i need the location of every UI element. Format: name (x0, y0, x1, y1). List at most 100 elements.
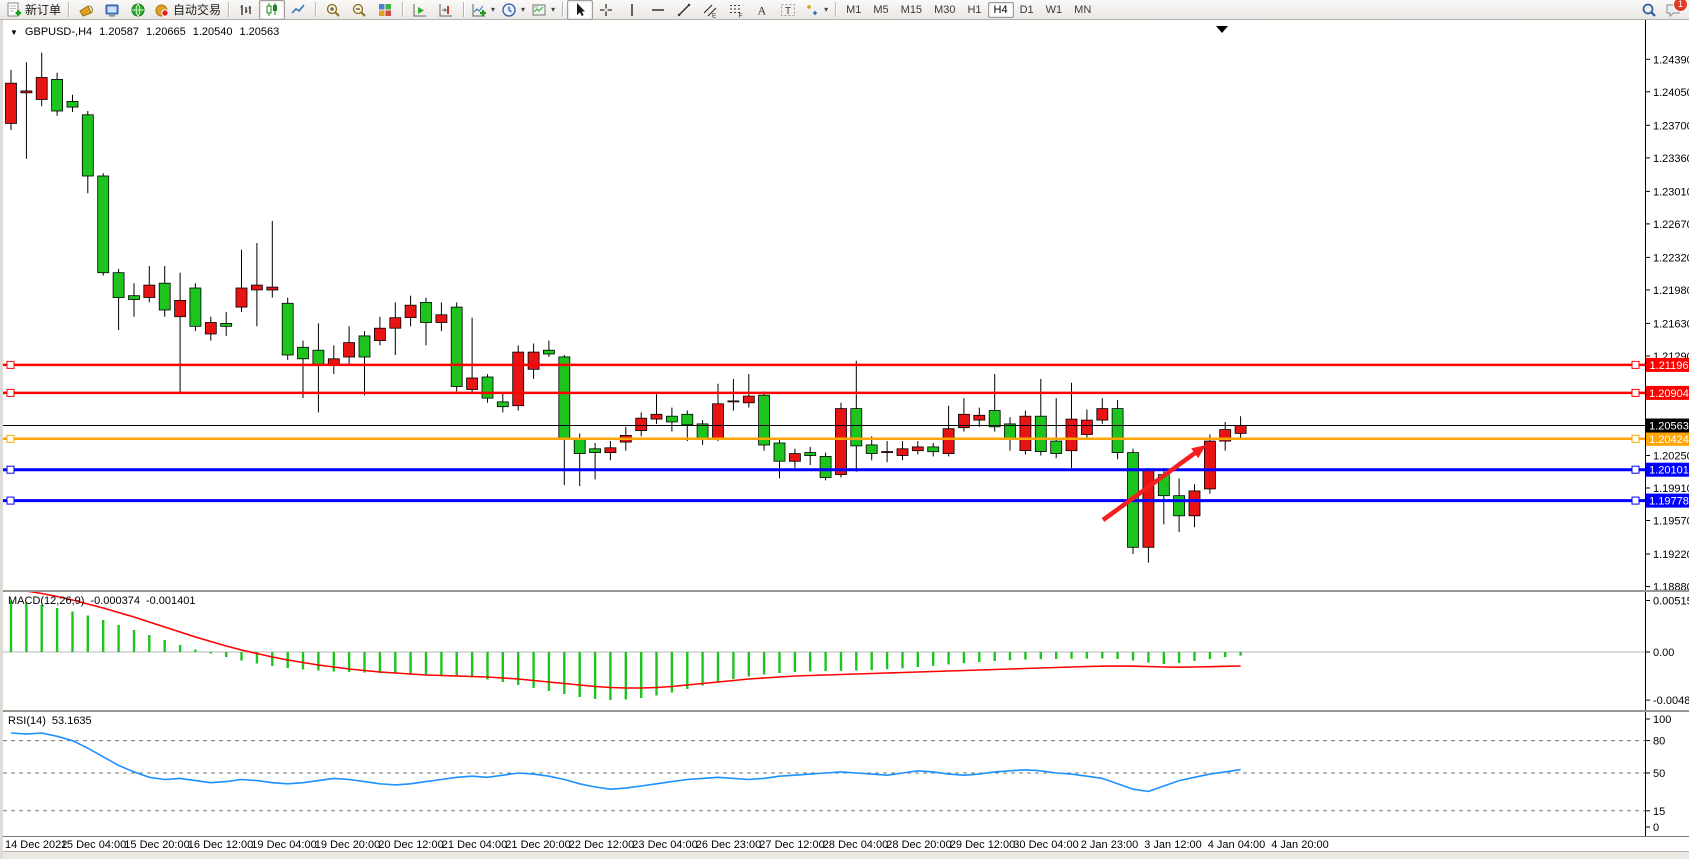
data-window-icon (105, 4, 119, 16)
time-axis-label: 28 Dec 04:00 (822, 839, 889, 851)
search-button[interactable] (1641, 2, 1657, 18)
vertical-line-button[interactable] (619, 0, 645, 20)
timeframe-m30-button[interactable]: M30 (934, 3, 956, 16)
support-line-5[interactable]: 1.19778 (3, 493, 1689, 508)
svg-text:1.19910: 1.19910 (1653, 483, 1689, 495)
candlestick-chart-button[interactable] (259, 0, 286, 20)
svg-text:T: T (785, 6, 791, 17)
new-order-button[interactable]: 新订单 (3, 0, 64, 20)
arrows-button[interactable]: ▾ (801, 0, 831, 20)
time-axis-label: 28 Dec 20:00 (886, 839, 952, 851)
market-watch-button[interactable] (73, 0, 99, 20)
time-axis-label: 16 Dec 12:00 (187, 839, 254, 851)
timeframe-m15-button[interactable]: M15 (900, 3, 923, 16)
timeframe-mn-button[interactable]: MN (1074, 3, 1092, 16)
timeframe-w1-button[interactable]: W1 (1045, 3, 1063, 16)
crosshair-button[interactable] (593, 0, 619, 20)
data-window-button[interactable] (99, 0, 125, 20)
tile-windows-button[interactable] (372, 0, 398, 20)
market-watch-icon (79, 4, 93, 17)
text-button[interactable]: A (749, 0, 775, 20)
equidistant-channel-button[interactable]: E (697, 0, 723, 20)
close-value: 1.20563 (239, 26, 280, 38)
macd-signal-value: -0.001401 (145, 595, 196, 607)
svg-text:1.20424: 1.20424 (1649, 434, 1689, 446)
time-axis-label: 14 Dec 2022 (5, 839, 68, 851)
svg-text:1.20250: 1.20250 (1653, 451, 1689, 463)
zoom-out-button[interactable] (346, 0, 372, 20)
macd-canvas[interactable]: 0.00515 0.00 -0.004811 (3, 592, 1689, 710)
svg-text:1.20101: 1.20101 (1649, 465, 1689, 477)
indicators-button[interactable]: ▾ (468, 0, 498, 20)
cursor-button[interactable] (567, 0, 594, 20)
zoom-in-button[interactable] (320, 0, 346, 20)
time-axis[interactable]: 14 Dec 2022 15 Dec 04:00 15 Dec 20:00 16 De… (3, 836, 1689, 852)
resistance-line-1[interactable]: 1.21196 (3, 357, 1689, 372)
text-label-button[interactable]: T (775, 0, 801, 20)
notifications-button[interactable]: 1 (1665, 0, 1688, 18)
time-axis-label: 19 Dec 04:00 (251, 839, 317, 851)
svg-text:1.18880: 1.18880 (1653, 582, 1689, 590)
time-axis-label: 4 Jan 20:00 (1271, 839, 1329, 851)
chart-shift-button[interactable] (433, 0, 459, 20)
scroll-to-end-icon[interactable] (1216, 26, 1228, 33)
auto-trading-button[interactable]: 自动交易 (151, 0, 224, 20)
svg-text:100: 100 (1653, 714, 1671, 726)
rsi-canvas[interactable]: 100 80 50 15 0 (3, 712, 1689, 836)
macd-panel: MACD(12,26,9) -0.000374 -0.001401 0.0051… (3, 590, 1689, 710)
resistance-line-2[interactable]: 1.20904 (3, 385, 1689, 400)
svg-text:1.22320: 1.22320 (1653, 252, 1689, 264)
navigator-button[interactable] (125, 0, 151, 20)
zoom-out-icon (352, 3, 366, 17)
time-axis-label: 30 Dec 04:00 (1013, 839, 1079, 851)
pivot-line-3[interactable]: 1.20424 (3, 431, 1689, 446)
vertical-line-icon (631, 3, 633, 16)
svg-text:1.24390: 1.24390 (1653, 54, 1689, 66)
support-line-4[interactable]: 1.20101 (3, 462, 1689, 477)
auto-trading-icon (155, 4, 169, 17)
time-axis-label: 26 Dec 23:00 (695, 839, 762, 851)
time-axis-label: 2 Jan 23:00 (1080, 839, 1139, 851)
fibonacci-button[interactable]: F (723, 0, 749, 20)
bar-chart-icon (240, 4, 251, 15)
svg-text:1.20563: 1.20563 (1649, 421, 1689, 433)
svg-text:1.22670: 1.22670 (1653, 219, 1689, 231)
chevron-down-icon: ▾ (551, 5, 556, 14)
timeframe-m1-button[interactable]: M1 (846, 3, 862, 16)
toolbar-separator (463, 2, 465, 17)
timeframe-h4-button[interactable]: H4 (987, 1, 1014, 18)
trendline-button[interactable] (671, 0, 697, 20)
timeframe-d1-button[interactable]: D1 (1019, 3, 1034, 16)
auto-trading-button-label: 自动交易 (173, 3, 222, 17)
text-icon: A (758, 3, 767, 17)
notification-badge: 1 (1673, 0, 1688, 12)
macd-label: MACD(12,26,9) -0.000374 -0.001401 (8, 595, 196, 607)
rsi-panel: RSI(14) 53.1635 100 80 50 15 0 (3, 710, 1689, 836)
svg-text:1.23360: 1.23360 (1653, 153, 1689, 165)
time-axis-label: 4 Jan 04:00 (1207, 839, 1266, 851)
chevron-down-icon: ▾ (521, 5, 526, 14)
equidistant-channel-icon: E (703, 4, 717, 18)
main-chart-canvas[interactable]: 1.24390 1.24050 1.23700 1.23360 1.23010 1.226… (3, 20, 1689, 590)
timeframe-h1-button[interactable]: H1 (967, 3, 982, 16)
chart-title: ▼ GBPUSD-,H4 1.20587 1.20665 1.20540 1.2… (10, 26, 279, 38)
bar-chart-button[interactable] (233, 0, 259, 20)
new-order-button-label: 新订单 (25, 3, 62, 17)
crosshair-icon (600, 3, 613, 16)
time-axis-label: 29 Dec 12:00 (949, 839, 1016, 851)
periods-button[interactable]: ▾ (498, 0, 528, 20)
line-chart-button[interactable] (285, 0, 311, 20)
chart-collapse-icon[interactable]: ▼ (10, 27, 18, 37)
svg-text:1.21196: 1.21196 (1650, 360, 1689, 372)
timeframe-m5-button[interactable]: M5 (873, 3, 889, 16)
svg-text:0.00515: 0.00515 (1653, 596, 1689, 608)
templates-icon (532, 4, 546, 15)
trend-arrow[interactable] (1101, 445, 1206, 522)
templates-button[interactable]: ▾ (528, 0, 558, 20)
svg-text:F: F (739, 12, 743, 18)
line-chart-icon (291, 4, 305, 14)
auto-scroll-icon (413, 3, 427, 16)
horizontal-line-button[interactable] (645, 0, 671, 20)
cursor-icon (577, 2, 586, 16)
auto-scroll-button[interactable] (407, 0, 433, 20)
